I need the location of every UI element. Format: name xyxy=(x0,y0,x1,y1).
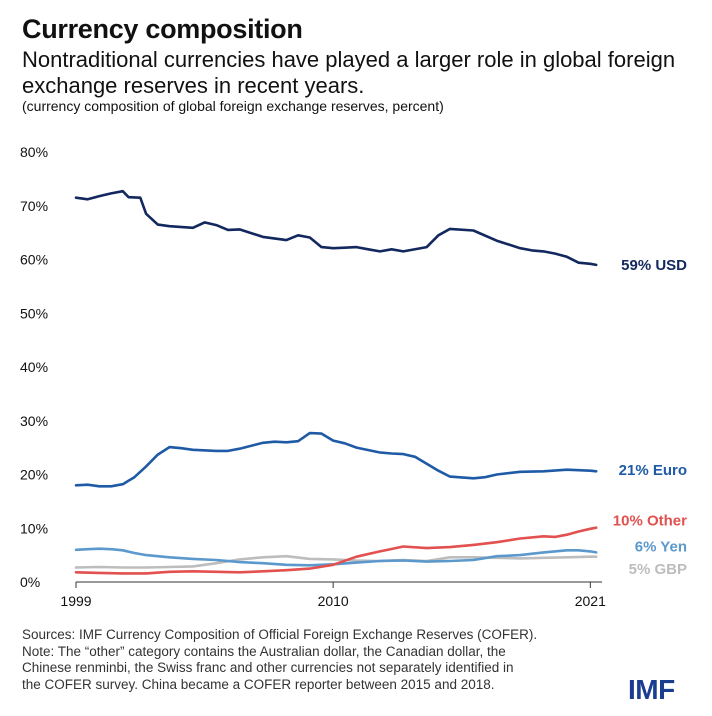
y-tick-label: 0% xyxy=(20,574,40,590)
series-label-euro: 21% Euro xyxy=(619,462,687,479)
x-tick-label: 1999 xyxy=(60,593,91,609)
note-line: Chinese renminbi, the Swiss franc and ot… xyxy=(22,660,514,675)
series-label-usd: 59% USD xyxy=(621,257,687,274)
series-label-yen: 6% Yen xyxy=(635,539,687,556)
y-tick-label: 20% xyxy=(20,467,48,483)
y-tick-label: 40% xyxy=(20,359,48,375)
x-tick-label: 2010 xyxy=(318,593,349,609)
series-line-euro xyxy=(74,431,598,488)
chart-title: Currency composition xyxy=(22,14,303,44)
source-note: Sources: IMF Currency Composition of Off… xyxy=(22,627,612,693)
series-line-usd xyxy=(74,189,598,267)
imf-logo: IMF xyxy=(628,674,675,705)
note-line: Note: The “other” category contains the … xyxy=(22,643,506,659)
y-tick-label: 10% xyxy=(20,520,48,536)
y-tick-label: 60% xyxy=(20,252,48,268)
x-tick-label: 2021 xyxy=(575,593,606,609)
unit-note: (currency composition of global foreign … xyxy=(22,98,444,114)
chart-subtitle: Nontraditional currencies have played a … xyxy=(22,47,676,98)
series-label-other: 10% Other xyxy=(613,513,687,530)
chart-lines xyxy=(74,189,598,575)
chart-axes: 0% 10% 20% 30% 40% 50% 60% 70% 80% 1999 2010 2021 xyxy=(20,144,606,609)
y-tick-label: 80% xyxy=(20,144,48,160)
y-tick-label: 50% xyxy=(20,305,48,321)
series-line-other xyxy=(74,526,598,575)
source-line: Sources: IMF Currency Composition of Off… xyxy=(22,627,538,642)
series-label-gbp: 5% GBP xyxy=(629,561,687,578)
series-labels: 59% USD 21% Euro 10% Other 6% Yen 5% GBP xyxy=(613,257,687,578)
line-chart: 0% 10% 20% 30% 40% 50% 60% 70% 80% 1999 2010 2021 5… xyxy=(20,144,687,609)
series-line-gbp xyxy=(74,554,598,569)
series-line-yen xyxy=(74,547,598,567)
y-tick-label: 30% xyxy=(20,413,48,429)
note-line: the COFER survey. China became a COFER r… xyxy=(22,676,495,692)
y-tick-label: 70% xyxy=(20,198,48,214)
